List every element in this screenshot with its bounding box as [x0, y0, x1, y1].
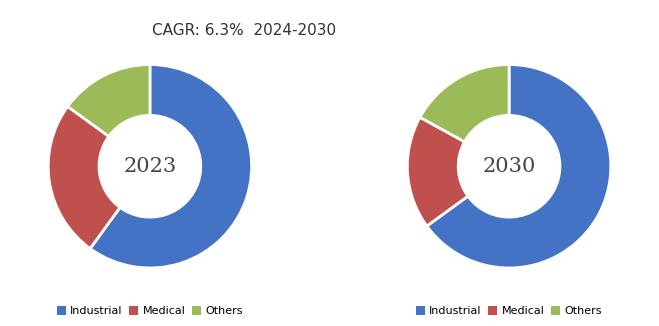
- Wedge shape: [68, 65, 150, 136]
- Wedge shape: [420, 65, 509, 142]
- Text: 2023: 2023: [123, 157, 177, 176]
- Text: 2030: 2030: [482, 157, 536, 176]
- Wedge shape: [407, 117, 468, 226]
- Wedge shape: [48, 107, 120, 248]
- Wedge shape: [90, 65, 252, 268]
- Wedge shape: [427, 65, 611, 268]
- Legend: Industrial, Medical, Others: Industrial, Medical, Others: [411, 302, 607, 321]
- Legend: Industrial, Medical, Others: Industrial, Medical, Others: [52, 302, 248, 321]
- Text: CAGR: 6.3%  2024-2030: CAGR: 6.3% 2024-2030: [152, 23, 336, 38]
